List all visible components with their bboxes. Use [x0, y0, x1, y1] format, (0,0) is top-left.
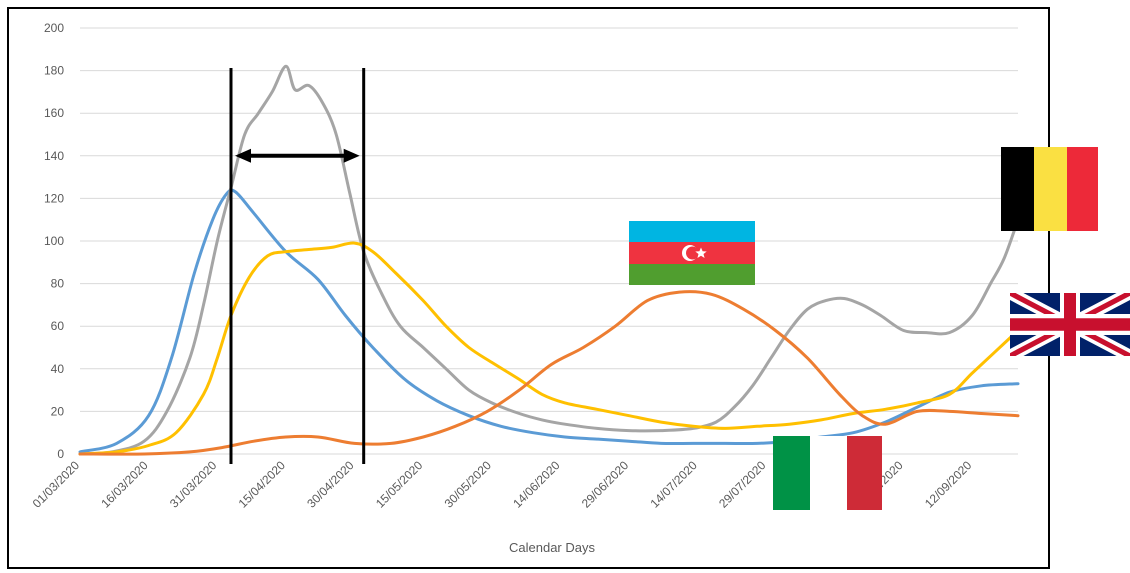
arrowhead-left	[234, 148, 251, 163]
series-lines	[78, 64, 1020, 456]
x-tick-label: 29/07/2020	[716, 458, 769, 511]
x-tick-label: 15/04/2020	[236, 458, 289, 511]
italy-flag-icon	[773, 436, 882, 510]
y-tick-label: 200	[44, 21, 64, 35]
chart-frame	[7, 7, 1050, 569]
italy-series-line	[78, 188, 1020, 454]
y-tick-label: 80	[51, 277, 65, 291]
x-axis-title: Calendar Days	[509, 540, 595, 555]
x-tick-label: 31/03/2020	[167, 458, 220, 511]
y-tick-label: 60	[51, 319, 65, 333]
azerbaijan-series-line	[78, 290, 1020, 456]
x-tick-label: 30/04/2020	[304, 458, 357, 511]
belgium-series-line	[78, 64, 1020, 456]
arrowhead-right	[343, 148, 360, 163]
y-axis-ticks: 0 20 40 60 80 100 120 140 160 180 200	[44, 21, 64, 461]
y-tick-label: 140	[44, 149, 64, 163]
annotations	[229, 68, 366, 464]
y-tick-label: 100	[44, 234, 64, 248]
y-tick-label: 120	[44, 191, 64, 205]
x-tick-label: 29/06/2020	[579, 458, 632, 511]
uk-flag-icon	[1010, 293, 1130, 356]
y-tick-label: 0	[57, 447, 64, 461]
x-tick-label: 16/03/2020	[98, 458, 151, 511]
x-tick-label: 14/06/2020	[510, 458, 563, 511]
x-tick-label: 01/03/2020	[30, 458, 83, 511]
x-tick-label: 30/05/2020	[442, 458, 495, 511]
belgium-flag-icon	[1001, 147, 1098, 231]
azerbaijan-flag-icon	[629, 221, 755, 285]
y-tick-label: 20	[51, 404, 65, 418]
x-tick-label: 15/05/2020	[373, 458, 426, 511]
gridlines	[80, 27, 1018, 455]
x-tick-label: 14/07/2020	[647, 458, 700, 511]
y-tick-label: 180	[44, 64, 64, 78]
y-tick-label: 40	[51, 362, 65, 376]
x-tick-label: 12/09/2020	[922, 458, 975, 511]
y-tick-label: 160	[44, 106, 64, 120]
